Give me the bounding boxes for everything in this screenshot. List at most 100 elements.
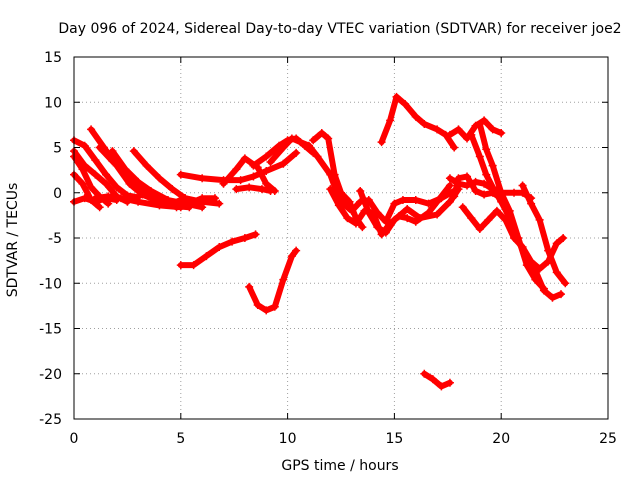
data-point: [155, 174, 164, 183]
data-point: [345, 197, 354, 206]
y-tick-label: -20: [39, 367, 62, 383]
data-point: [155, 201, 164, 210]
data-point: [236, 176, 245, 185]
data-point: [228, 237, 237, 246]
data-point: [445, 181, 454, 190]
data-point: [279, 159, 288, 168]
series-trace-25: [467, 130, 566, 302]
data-point: [480, 116, 489, 125]
data-point: [392, 92, 401, 101]
data-point: [454, 125, 463, 134]
data-point: [480, 190, 489, 199]
data-point: [134, 177, 143, 186]
data-point: [398, 195, 407, 204]
data-point: [433, 125, 442, 134]
data-point: [527, 257, 536, 266]
series-trace-11: [168, 194, 211, 208]
series-trace-30: [245, 246, 301, 315]
data-point: [168, 185, 177, 194]
series-trace-31: [420, 369, 454, 391]
data-point: [339, 199, 348, 208]
data-point: [292, 246, 301, 255]
series-trace-27: [458, 203, 568, 273]
y-tick-label: 0: [53, 186, 62, 202]
data-point: [358, 223, 367, 232]
data-point: [296, 138, 305, 147]
data-point: [116, 194, 125, 203]
data-point: [535, 264, 544, 273]
data-point: [445, 130, 454, 139]
y-tick-label: 10: [44, 95, 62, 111]
data-point: [559, 234, 568, 242]
data-point: [548, 293, 557, 302]
data-point: [482, 145, 491, 154]
data-point: [193, 197, 202, 206]
data-point: [390, 199, 399, 208]
data-point: [424, 199, 433, 208]
data-point: [482, 170, 491, 179]
data-point: [176, 203, 185, 212]
x-tick-label: 5: [176, 431, 185, 447]
data-point: [463, 172, 472, 181]
x-tick-label: 20: [492, 431, 510, 447]
data-point: [91, 170, 100, 179]
data-point: [78, 179, 87, 188]
data-point: [351, 219, 360, 228]
data-point: [390, 215, 399, 224]
series-line: [340, 187, 458, 225]
data-point: [411, 112, 420, 121]
y-tick-label: -15: [39, 322, 62, 338]
data-point: [262, 306, 271, 315]
data-point: [403, 205, 412, 214]
series-line: [233, 184, 274, 194]
data-point: [287, 134, 296, 143]
data-point: [317, 129, 326, 138]
data-point: [475, 152, 484, 161]
data-point: [287, 252, 296, 261]
data-point: [347, 206, 356, 215]
data-point: [467, 130, 476, 139]
y-tick-label: -10: [39, 276, 62, 292]
data-point: [527, 199, 536, 208]
data-point: [488, 125, 497, 134]
chart-title: Day 096 of 2024, Sidereal Day-to-day VTE…: [58, 21, 621, 37]
data-point: [129, 147, 138, 156]
data-point: [134, 197, 143, 206]
series-trace-24: [445, 116, 506, 143]
data-point: [467, 214, 476, 223]
axis-ticks: 0 5 10 15 20 25 -25 -20 -15 -10 -5 0 5 10 15: [39, 50, 617, 447]
series-line: [519, 182, 569, 287]
data-point: [95, 143, 104, 152]
data-point: [377, 138, 386, 147]
data-point: [91, 194, 100, 203]
data-point: [437, 194, 446, 203]
data-point: [142, 161, 151, 170]
data-point: [492, 206, 501, 215]
data-point: [270, 302, 279, 311]
data-point: [552, 268, 561, 277]
data-point: [437, 382, 446, 391]
data-point: [198, 174, 207, 183]
data-point: [108, 147, 117, 156]
series-trace-29: [176, 230, 260, 270]
data-point: [475, 224, 484, 233]
series-trace-28: [518, 181, 570, 288]
data-point: [458, 203, 467, 212]
data-point: [501, 215, 510, 224]
data-point: [245, 282, 254, 291]
data-point: [552, 239, 561, 248]
data-point: [433, 210, 442, 219]
data-point: [232, 185, 241, 194]
x-tick-label: 25: [599, 431, 617, 447]
data-point: [381, 228, 390, 237]
data-point: [253, 300, 262, 309]
data-point: [91, 156, 100, 165]
data-point: [497, 129, 506, 138]
data-point: [544, 246, 553, 255]
data-point: [313, 152, 322, 161]
data-point: [176, 261, 185, 270]
data-point: [240, 234, 249, 242]
data-point: [445, 378, 454, 387]
data-point: [215, 199, 224, 208]
data-point: [539, 284, 548, 293]
